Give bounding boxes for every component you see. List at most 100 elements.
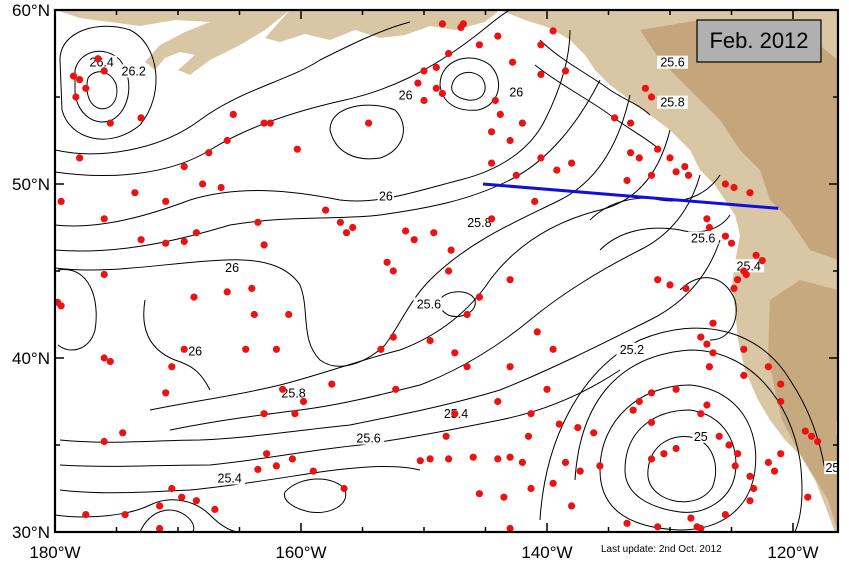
float-marker (279, 385, 287, 393)
contour-label: 25.2 (620, 343, 644, 357)
float-marker (192, 229, 200, 237)
contour-label-bg (687, 231, 719, 245)
float-marker (647, 418, 656, 426)
float-marker (162, 197, 170, 205)
contour-label: 25.4 (218, 472, 242, 486)
float-marker (681, 163, 689, 171)
float-marker (242, 345, 250, 353)
float-marker (703, 340, 711, 348)
float-marker (475, 41, 483, 49)
contour-label: 25.8 (660, 96, 684, 110)
float-marker (94, 55, 102, 63)
float-marker (654, 145, 662, 153)
float-marker (178, 493, 186, 501)
float-marker (684, 171, 693, 179)
float-marker (260, 119, 268, 127)
float-marker (666, 154, 674, 162)
float-marker (420, 67, 428, 75)
float-marker (697, 524, 705, 532)
float-marker (500, 493, 508, 501)
float-marker (527, 410, 535, 418)
lon-tick-label: 160°W (275, 543, 326, 562)
float-marker (561, 458, 570, 466)
float-marker (543, 385, 551, 393)
terrain-dark-south (768, 280, 838, 532)
float-marker (131, 189, 139, 197)
float-marker (248, 284, 256, 292)
contour-label-bg (657, 55, 688, 69)
float-marker (55, 298, 62, 306)
float-marker (611, 114, 619, 122)
float-marker (223, 136, 231, 145)
float-marker (180, 237, 188, 245)
float-marker (814, 437, 822, 446)
contour-label-bg (118, 64, 150, 78)
float-marker (568, 502, 576, 510)
float-marker (537, 41, 545, 49)
lat-tick-label: 30°N (12, 523, 50, 542)
float-marker (506, 276, 514, 284)
float-marker (469, 453, 477, 461)
float-marker (654, 523, 662, 531)
float-marker (682, 284, 690, 292)
contour-label: 25 (694, 430, 708, 444)
float-marker (746, 472, 754, 480)
float-marker (660, 450, 668, 458)
float-marker (463, 310, 471, 319)
float-marker (777, 450, 785, 458)
float-marker (518, 119, 527, 127)
contour-label-bg (616, 342, 648, 356)
contour-label: 25.6 (417, 298, 441, 312)
float-marker (260, 241, 268, 249)
contour-label: 25.4 (737, 259, 761, 273)
float-marker (263, 450, 271, 458)
float-marker (199, 180, 207, 188)
float-marker (488, 215, 496, 223)
float-marker (531, 197, 539, 205)
float-marker (553, 166, 561, 174)
float-marker (156, 502, 164, 510)
float-marker (285, 310, 293, 319)
float-marker (705, 223, 714, 232)
float-marker (506, 453, 514, 461)
map-title: Feb. 2012 (709, 28, 808, 53)
float-marker (119, 429, 127, 437)
title-box: Feb. 2012 (696, 19, 822, 63)
float-marker (730, 183, 738, 192)
float-marker (322, 206, 330, 214)
float-marker (192, 497, 200, 505)
float-marker (568, 159, 576, 167)
float-marker (491, 96, 499, 105)
contour-label: 26 (509, 85, 523, 99)
float-marker (725, 441, 733, 449)
lon-tick-label: 140°W (521, 543, 572, 562)
float-marker (392, 385, 400, 393)
float-marker (533, 328, 541, 336)
float-marker (438, 89, 446, 98)
float-marker (69, 72, 78, 80)
contour-label: 25.2 (840, 421, 849, 435)
float-marker (377, 345, 385, 353)
float-marker (445, 267, 453, 275)
float-marker (687, 514, 695, 522)
float-marker (506, 136, 514, 145)
float-marker (537, 154, 545, 162)
alaska-land-north (265, 10, 500, 42)
float-marker (410, 236, 418, 244)
float-markers (55, 20, 822, 532)
float-marker (430, 229, 438, 237)
float-marker (190, 293, 198, 301)
float-marker (705, 363, 714, 371)
float-marker (272, 462, 280, 470)
float-marker (746, 189, 754, 197)
float-marker (750, 484, 758, 493)
float-marker (217, 183, 225, 192)
float-marker (309, 467, 317, 475)
float-marker (512, 171, 520, 179)
float-marker (672, 444, 680, 453)
contour-label: 25.8 (281, 386, 305, 400)
float-marker (494, 32, 502, 40)
float-marker (758, 257, 766, 265)
float-marker (100, 354, 108, 362)
